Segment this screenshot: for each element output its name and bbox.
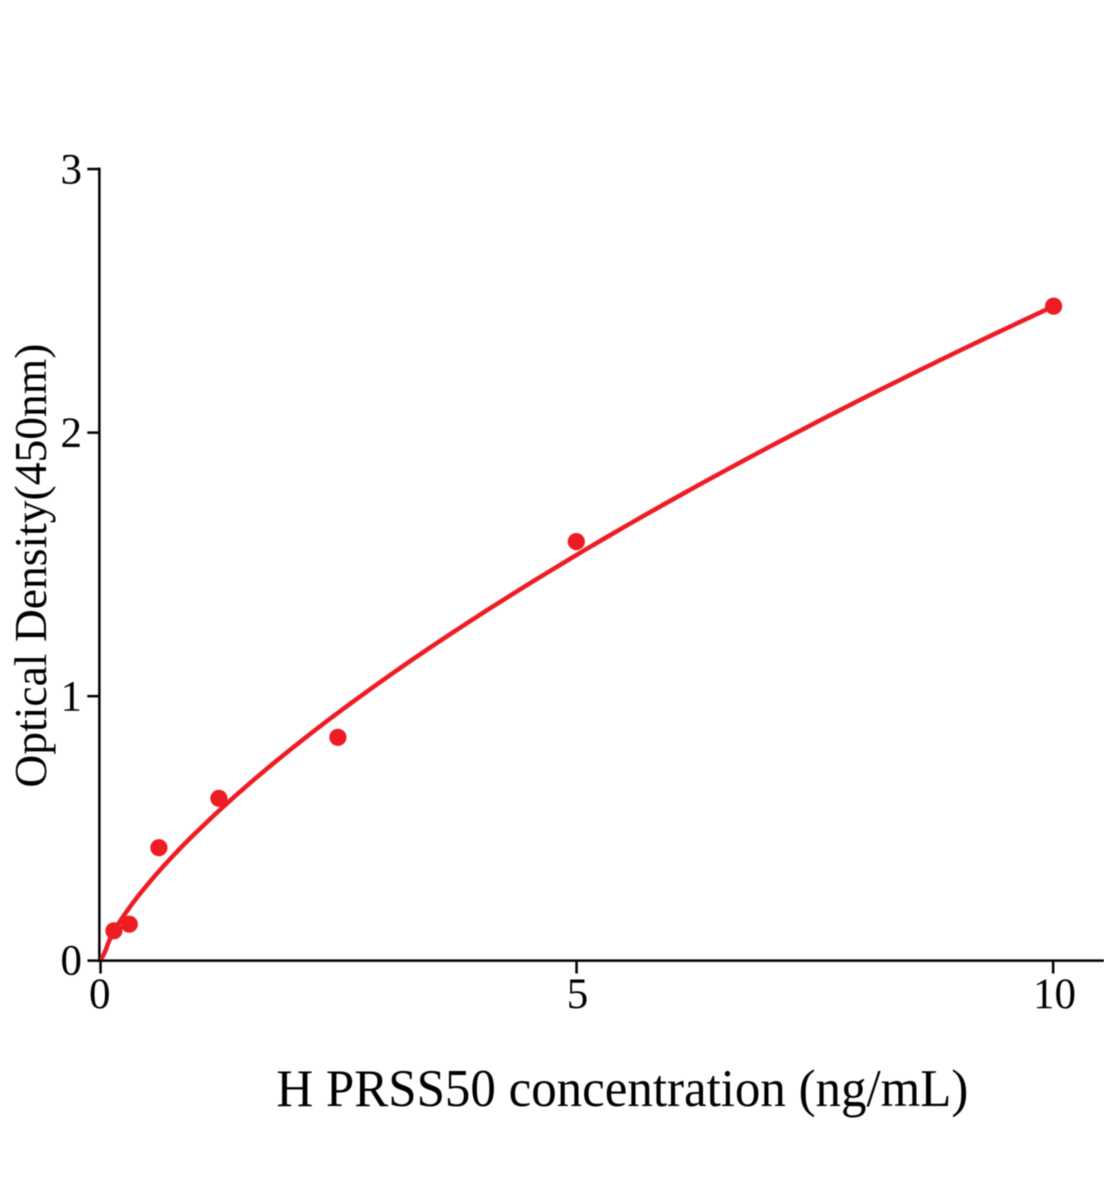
svg-text:5: 5 [567,971,589,1018]
svg-text:0: 0 [61,937,83,984]
svg-text:Optical Density(450nm): Optical Density(450nm) [5,344,56,788]
svg-text:2: 2 [61,410,83,457]
svg-text:3: 3 [61,146,83,193]
svg-text:10: 10 [1033,971,1076,1018]
svg-text:0: 0 [89,971,111,1018]
svg-text:H PRSS50 concentration (ng/mL): H PRSS50 concentration (ng/mL) [276,1060,968,1118]
svg-text:1: 1 [61,673,83,720]
